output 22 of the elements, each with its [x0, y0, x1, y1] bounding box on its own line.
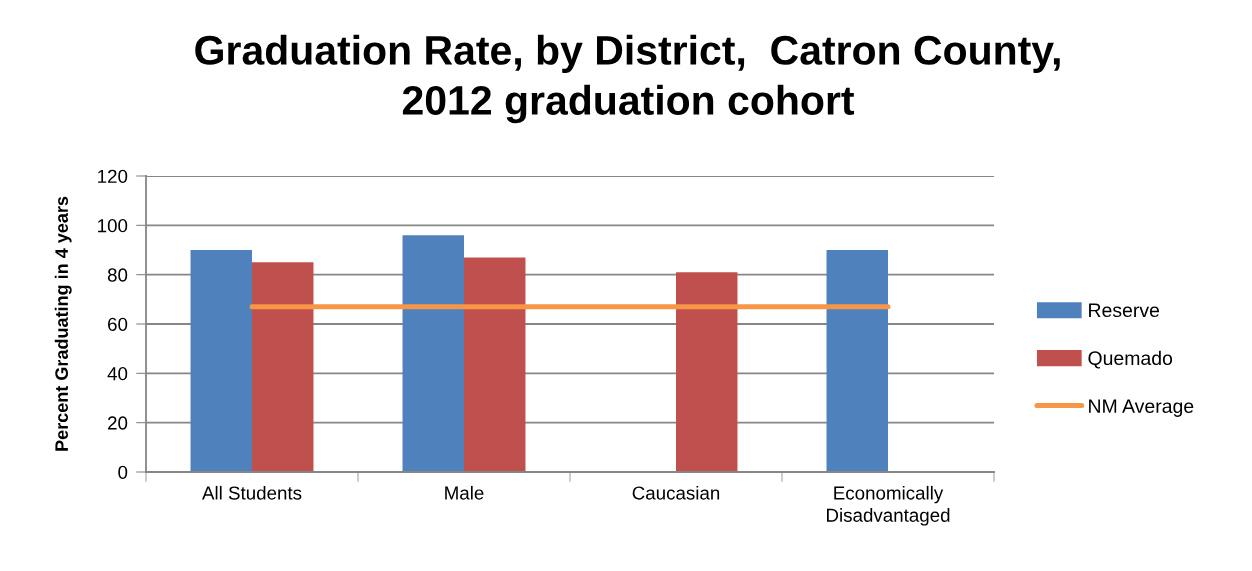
legend-label: Quemado: [1088, 350, 1173, 369]
y-tick-label: 120: [98, 169, 128, 183]
bar: [464, 257, 526, 472]
bar: [190, 250, 252, 472]
legend-label: NM Average: [1089, 399, 1194, 417]
bar: [252, 262, 314, 472]
legend-label: Reserve: [1089, 303, 1160, 318]
x-tick-label: Caucasian: [632, 485, 720, 500]
y-tick-label: 60: [108, 317, 128, 331]
x-tick-label: Economically Disadvantaged: [827, 485, 950, 526]
bar: [676, 272, 738, 472]
y-tick-label: 80: [107, 268, 128, 282]
chart-title: Graduation Rate, by District, Catron County, 2012 graduation cohort: [195, 34, 1060, 124]
y-axis-title: Percent Graduating in 4 years: [54, 196, 72, 451]
bar: [826, 250, 888, 472]
bar: [402, 235, 464, 472]
x-tick-label: All Students: [202, 485, 302, 500]
y-tick-label: 40: [107, 367, 128, 381]
y-tick-label: 0: [118, 465, 128, 479]
x-tick-label: Male: [445, 485, 484, 500]
y-tick-label: 100: [98, 219, 128, 233]
y-tick-label: 20: [108, 416, 128, 430]
